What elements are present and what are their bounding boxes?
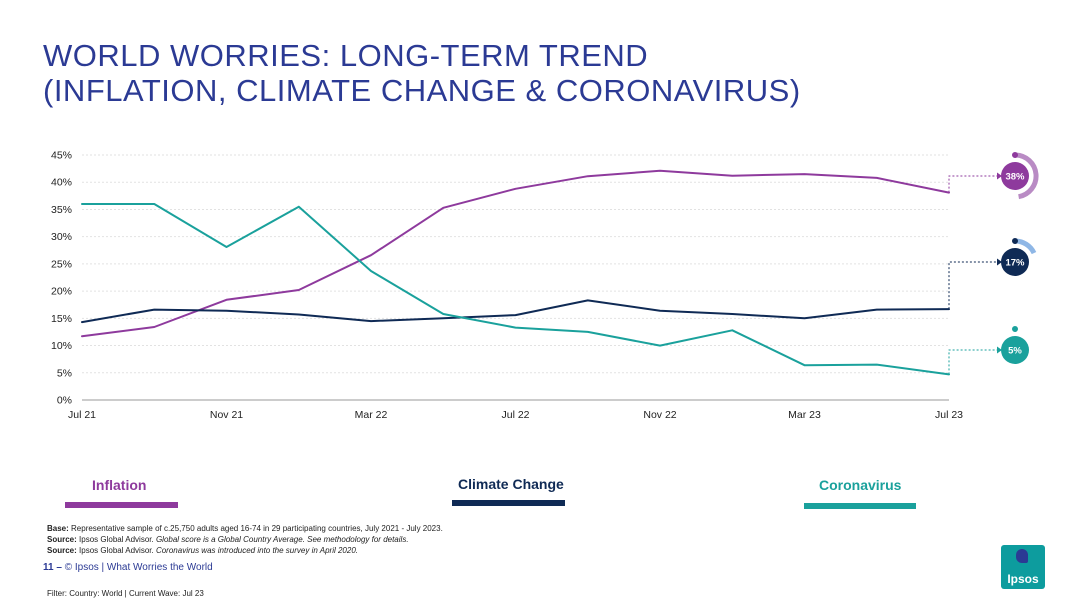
y-tick-label: 45% (51, 150, 72, 162)
connector-arrow-inflation (997, 172, 1002, 180)
grid-lines (82, 154, 949, 401)
page-title-line2: (INFLATION, CLIMATE CHANGE & CORONAVIRUS… (43, 73, 801, 108)
legend-label-climate-change: Climate Change (458, 476, 564, 492)
y-tick-label: 10% (51, 340, 72, 352)
connector-arrow-climate-change (997, 258, 1002, 266)
x-tick-label: Nov 21 (210, 409, 243, 421)
ipsos-logo: Ipsos (1001, 545, 1045, 589)
y-tick-label: 15% (51, 313, 72, 325)
series-line-climate-change (81, 299, 950, 324)
page-title-line1: WORLD WORRIES: LONG-TERM TREND (43, 38, 649, 73)
footer: 11 – © Ipsos | What Worries the World (43, 562, 213, 573)
badge-value-inflation: 38% (1005, 172, 1025, 183)
x-tick-label: Jul 23 (935, 409, 963, 421)
y-tick-label: 0% (57, 395, 72, 407)
footnote-base: Base: Representative sample of c.25,750 … (47, 524, 443, 533)
trend-chart: 0% 5% 10% 15% 20% 25% 30% 35% 40% 45% Jul 21 Nov 2… (51, 150, 1039, 421)
y-tick-label: 30% (51, 231, 72, 243)
legend-label-inflation: Inflation (92, 477, 147, 493)
badge-circle-inflation (1001, 162, 1029, 190)
y-tick-label: 35% (51, 204, 72, 216)
x-tick-label: Jul 22 (501, 409, 529, 421)
badge-value-climate-change: 17% (1005, 258, 1025, 269)
badge-ring-inflation (1014, 152, 1039, 200)
footnote-source-1: Source: Ipsos Global Advisor. Global sco… (47, 535, 409, 544)
connector-arrow-coronavirus (997, 346, 1002, 354)
badge-value-coronavirus: 5% (1008, 346, 1022, 357)
y-tick-label: 20% (51, 286, 72, 298)
page-title: WORLD WORRIES: LONG-TERM TREND (INFLATIO… (43, 38, 801, 108)
logo-mark-icon (1016, 549, 1028, 563)
footnotes: Base: Representative sample of c.25,750 … (47, 523, 443, 556)
page-number: 11 (43, 562, 54, 573)
legend-swatch-coronavirus (804, 503, 916, 509)
filter-note: Filter: Country: World | Current Wave: J… (47, 589, 204, 598)
y-tick-label: 25% (51, 258, 72, 270)
footer-text: © Ipsos | What Worries the World (64, 562, 213, 573)
series-line-coronavirus (81, 203, 950, 376)
badge-dot-climate-change (1012, 238, 1018, 244)
y-axis-ticks: 0% 5% 10% 15% 20% 25% 30% 35% 40% 45% (51, 150, 72, 407)
x-tick-label: Mar 23 (788, 409, 821, 421)
connector-coronavirus (948, 349, 997, 375)
x-axis-ticks: Jul 21 Nov 21 Mar 22 Jul 22 Nov 22 Mar 23 Jul … (68, 409, 963, 421)
series-lines (81, 169, 950, 376)
y-tick-label: 40% (51, 177, 72, 189)
x-tick-label: Nov 22 (643, 409, 676, 421)
connector-inflation (948, 175, 997, 193)
badge-dot-coronavirus (1012, 326, 1018, 332)
legend-label-coronavirus: Coronavirus (819, 477, 902, 493)
connector-climate-change (948, 261, 997, 310)
value-badges: 38% 17% 5% (948, 152, 1039, 375)
y-tick-label: 5% (57, 367, 72, 379)
badge-circle-climate-change (1001, 248, 1029, 276)
legend-swatch-inflation (65, 502, 178, 508)
x-tick-label: Mar 22 (355, 409, 388, 421)
badge-circle-coronavirus (1001, 336, 1029, 364)
x-tick-label: Jul 21 (68, 409, 96, 421)
badge-dot-inflation (1012, 152, 1018, 158)
legend-swatch-climate-change (452, 500, 565, 506)
series-line-inflation (81, 169, 950, 338)
footnote-source-2: Source: Ipsos Global Advisor. Coronaviru… (47, 546, 358, 555)
